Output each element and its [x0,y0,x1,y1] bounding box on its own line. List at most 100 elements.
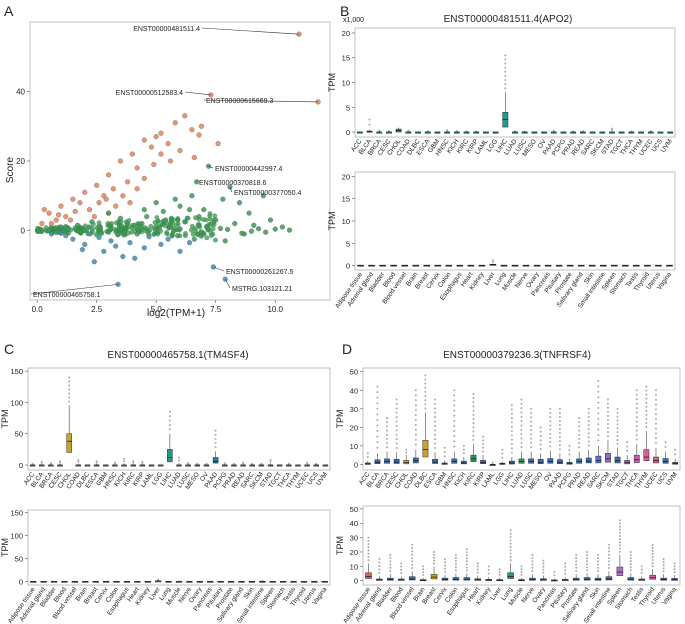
outlier-point [597,385,600,388]
outlier-point [378,571,381,574]
y-tick-label: 0 [346,128,350,137]
outlier-point [395,433,398,436]
outlier-point [68,400,71,403]
outlier-point [530,420,533,423]
outlier-point [618,550,621,553]
panel-c-title: ENST00000465758.1(TM4SF4) [107,350,248,361]
data-point [125,179,131,185]
outlier-point [549,441,552,444]
outlier-point [504,58,507,61]
outlier-point [509,555,512,558]
outlier-point [196,462,199,465]
outlier-point [414,399,417,402]
outlier-point [395,424,398,427]
outlier-point [187,462,190,465]
plot-frame [27,509,331,586]
outlier-point [453,409,456,412]
y-tick-label: 10 [350,562,358,571]
data-point [260,193,266,199]
plot-frame [362,505,681,586]
outlier-point [587,432,590,435]
outlier-point [539,443,542,446]
box-thca [633,454,640,463]
outlier-point [472,438,475,441]
data-point [96,223,102,229]
outlier-point [649,130,652,133]
outlier-point [645,413,648,416]
outlier-point [376,385,379,388]
annotation-label: MSTRG.103121.21 [232,286,292,293]
box-prostate [572,577,580,581]
outlier-point [654,441,657,444]
y-tick-label: 5 [346,103,350,112]
outlier-point [542,565,545,568]
outlier-point [386,421,389,424]
y-axis-label: TPM [327,73,337,92]
outlier-point [443,567,446,570]
outlier-point [575,560,578,563]
box-nerve [529,577,536,581]
box-paad [212,457,219,464]
outlier-point [510,408,513,411]
box-chol [66,433,72,453]
data-point [48,231,54,237]
outlier-point [434,407,437,410]
outlier-point [367,543,370,546]
outlier-point [607,567,610,570]
data-point [185,215,191,221]
x-tick-label: 0.0 [32,305,44,314]
outlier-point [510,447,513,450]
outlier-point [389,557,392,560]
outlier-point [564,565,567,568]
outlier-point [530,407,533,410]
outlier-point [68,388,71,391]
outlier-point [597,379,600,382]
outlier-point [654,413,657,416]
outlier-point [597,563,600,566]
outlier-point [453,440,456,443]
panel-d: D ENST00000379236.3(TNFRSF4) [342,341,591,361]
outlier-point [530,424,533,427]
outlier-point [645,417,648,420]
outlier-point [453,404,456,407]
outlier-point [491,461,494,464]
outlier-point [462,448,465,451]
data-point [171,217,176,223]
outlier-point [549,424,552,427]
outlier-point [40,460,43,463]
outlier-point [68,376,71,379]
y-tick-label: 40 [350,386,358,395]
outlier-point [472,392,475,395]
outlier-point [376,396,379,399]
data-point [153,228,159,235]
data-point [195,222,201,228]
outlier-point [520,565,523,568]
outlier-point [434,416,437,419]
outlier-point [618,535,621,538]
data-point [134,231,140,237]
outlier-point [407,129,410,132]
outlier-point [616,415,619,418]
outlier-point [414,423,417,426]
panel-a-letter: A [4,3,14,19]
plot-frame [354,27,676,138]
outlier-point [141,460,144,463]
outlier-point [424,395,427,398]
outlier-point [434,446,437,449]
data-point [141,175,147,181]
outlier-point [287,462,290,465]
data-point [72,208,78,214]
data-point [141,245,147,251]
y-tick-label: 30 [350,534,358,543]
data-point [165,141,171,147]
data-point [63,214,69,220]
outlier-point [510,425,513,428]
outlier-point [376,430,379,433]
outlier-point [367,559,370,562]
data-point [125,230,131,236]
outlier-point [414,394,417,397]
outlier-point [443,564,446,567]
outlier-point [269,460,272,463]
outlier-point [453,399,456,402]
outlier-point [568,449,571,452]
